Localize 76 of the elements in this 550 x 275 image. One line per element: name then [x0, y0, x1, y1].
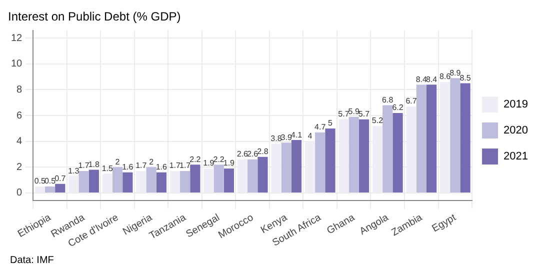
bar [291, 140, 302, 192]
data-label: 5.9 [348, 107, 360, 116]
bar [146, 167, 156, 192]
data-label: 1.9 [203, 158, 215, 168]
data-label: 8.5 [460, 74, 472, 82]
data-label: 3.9 [280, 132, 292, 142]
data-label: 6.2 [392, 103, 404, 112]
bar [450, 78, 460, 192]
data-label: 5.7 [358, 110, 370, 119]
bar [358, 119, 370, 192]
data-label: 1.7 [136, 161, 148, 170]
data-label: 1.6 [156, 162, 168, 172]
data-label: 6.7 [406, 96, 418, 106]
bar [180, 171, 190, 192]
bar [122, 172, 133, 192]
bar [88, 170, 99, 192]
y-tick-label: 4 [16, 136, 23, 148]
data-label: 3.8 [270, 134, 282, 144]
data-label: 0.7 [54, 174, 66, 184]
y-tick-label: 2 [16, 162, 23, 173]
data-label: 1.3 [68, 166, 80, 176]
bar [156, 172, 166, 192]
data-label: 0.5 [44, 176, 56, 186]
data-label: 2.2 [190, 154, 202, 164]
text: Data: IMF [10, 254, 54, 266]
legend-label: 2020 [504, 124, 528, 137]
data-label: 0.5 [34, 176, 46, 186]
bar [55, 184, 66, 192]
bar [460, 83, 470, 192]
y-tick-label: 8 [16, 84, 23, 96]
y-tick-label: 10 [11, 58, 23, 70]
legend-label: 2021 [504, 150, 528, 163]
bar [426, 84, 437, 192]
bar [325, 128, 336, 192]
y-tick-label: 0 [16, 188, 23, 199]
data-label: 5.7 [338, 110, 350, 119]
data-label: 5 [328, 118, 333, 128]
data-label: 4.1 [290, 130, 303, 140]
data-label: 4.7 [314, 122, 326, 132]
bar [190, 164, 200, 192]
y-tick-label: 6 [16, 110, 23, 122]
data-label: 8.4 [426, 74, 438, 84]
data-label: 1.7 [78, 161, 90, 170]
data-label: 5.2 [372, 116, 384, 126]
data-label: 1.7 [179, 161, 192, 170]
bar [214, 164, 224, 192]
data-label: 4 [308, 132, 313, 141]
y-tick-label: 12 [11, 32, 23, 44]
bar [112, 167, 123, 192]
data-label: 8.6 [439, 72, 452, 82]
bar [382, 105, 393, 192]
bar [78, 171, 89, 192]
data-label: 8.9 [450, 68, 462, 78]
data-label: 2.6 [247, 150, 259, 159]
bar [348, 116, 359, 192]
bar [315, 132, 326, 192]
data-label: 2 [149, 157, 154, 166]
bar [281, 142, 292, 192]
bar [44, 186, 56, 192]
data-label: 6.8 [382, 95, 394, 104]
bar [392, 112, 403, 192]
data-label: 2.8 [257, 147, 269, 156]
data-label: 1.5 [102, 164, 114, 173]
bar [224, 168, 234, 192]
legend-label: 2019 [504, 98, 528, 111]
data-label: 2 [115, 157, 120, 166]
bar [248, 159, 258, 192]
data-label: 1.6 [122, 162, 134, 172]
chart-title: Interest on Public Debt (% GDP) [8, 10, 181, 24]
bar [416, 84, 426, 192]
data-label: 8.4 [416, 74, 428, 84]
data-label: 1.7 [169, 161, 182, 170]
data-label: 2.2 [213, 154, 225, 164]
bar [258, 156, 268, 192]
data-label: 1.8 [88, 160, 100, 169]
data-label: 1.9 [223, 158, 236, 168]
